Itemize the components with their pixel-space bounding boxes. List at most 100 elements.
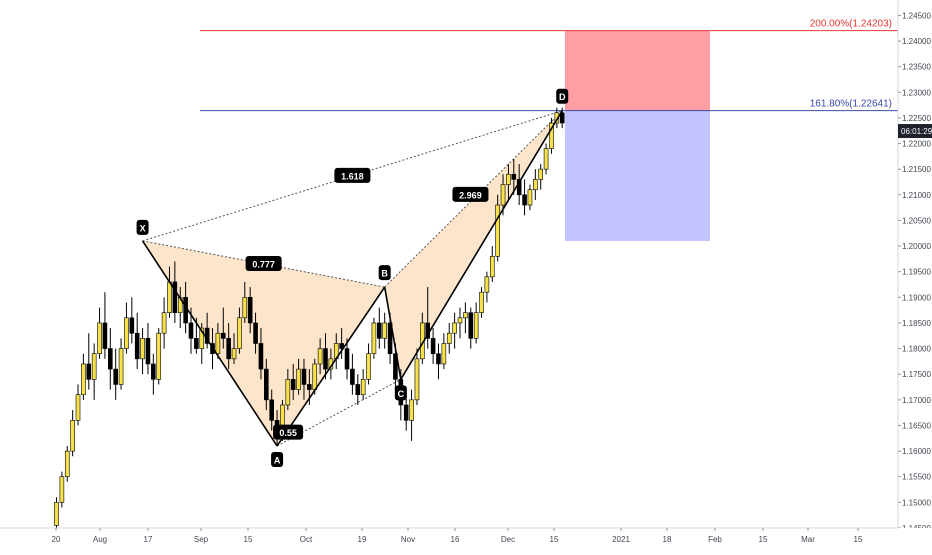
candle-body [258, 343, 264, 370]
candle-body [151, 363, 156, 380]
pattern-leg-bc [383, 286, 402, 380]
candle-body [441, 343, 447, 365]
price-tick-label: 1.20500 [902, 216, 931, 225]
candle-body [161, 312, 167, 334]
candle-body [414, 358, 420, 401]
time-tick-label: 17 [144, 535, 153, 544]
pattern-point-label: D [559, 92, 566, 102]
candle-body [124, 317, 129, 349]
price-tick-label: 1.15000 [902, 498, 931, 507]
price-tick-label: 1.17500 [902, 370, 931, 379]
time-tick-label: Aug [93, 535, 107, 544]
candle-body [344, 348, 350, 370]
time-tick-label: 15 [854, 535, 863, 544]
price-tick-label: 1.24500 [902, 11, 931, 20]
candle-body [500, 184, 506, 206]
pattern-point-label: A [274, 455, 281, 465]
candle-body [489, 256, 495, 278]
candle-body [64, 450, 70, 478]
candle-body [54, 502, 59, 526]
candle-body [156, 332, 162, 380]
pattern-point-label: C [398, 389, 405, 399]
candle-body [403, 404, 409, 421]
stop-loss-zone [565, 30, 710, 111]
level-label: 161.80%(1.22641) [810, 99, 892, 110]
candle-body [194, 338, 199, 349]
candle-body [296, 368, 301, 390]
candle-body [457, 317, 463, 324]
candle-body [86, 363, 92, 380]
price-tick-label: 1.16000 [902, 447, 931, 456]
candle-body [220, 332, 226, 339]
ratio-label: 0.55 [279, 428, 297, 438]
candle-body [522, 194, 527, 206]
candle-body [285, 379, 291, 406]
candle-body [409, 399, 414, 421]
ratio-label-box [334, 167, 371, 183]
candle-body [108, 348, 113, 370]
candle-body [495, 204, 500, 257]
candle-body [436, 353, 441, 365]
price-tick-label: 1.23000 [902, 88, 931, 97]
price-tick-label: 1.21500 [902, 165, 931, 174]
ratio-label: 0.777 [252, 260, 275, 270]
ratio-label-box [273, 424, 304, 440]
pattern-leg-ab [276, 286, 386, 447]
price-tick-label: 1.20000 [902, 242, 931, 251]
time-tick-label: 20 [52, 535, 61, 544]
price-tick-label: 1.19500 [902, 268, 931, 277]
candle-body [172, 281, 178, 313]
candle-body [506, 173, 511, 185]
candle-body [290, 379, 296, 390]
candle-body [199, 327, 205, 349]
time-tick-label: 18 [663, 535, 672, 544]
candle-body [97, 322, 102, 355]
price-tick-label: 1.23500 [902, 63, 931, 72]
candle-body [452, 322, 457, 334]
candle-body [81, 363, 86, 396]
candle-body [301, 368, 307, 385]
candle-body [70, 420, 75, 452]
candle-body [215, 332, 221, 355]
pattern-fill-xab [142, 240, 385, 446]
pattern-fill-bcd [384, 110, 563, 380]
candle-body [371, 322, 377, 355]
pattern-point-box [378, 265, 391, 281]
candle-body [339, 343, 344, 349]
pattern-point-box [271, 451, 284, 467]
candle-body [118, 348, 124, 385]
take-profit-zone [565, 110, 710, 241]
candle-body [188, 322, 194, 339]
time-tick-label: Sep [194, 535, 209, 544]
candle-body [393, 353, 398, 380]
candle-body [253, 322, 258, 344]
price-axis-background [898, 0, 932, 550]
candle-body [75, 394, 81, 421]
candle-body [376, 322, 382, 339]
candle-body [140, 338, 145, 360]
candle-body [479, 291, 484, 313]
candle-body [237, 317, 242, 349]
candle-body [430, 338, 436, 355]
candle-body [129, 317, 135, 334]
price-tick-label: 1.19000 [902, 293, 931, 302]
time-tick-label: 15 [759, 535, 768, 544]
candle-body [559, 112, 565, 124]
ratio-line-ac [276, 378, 402, 447]
time-tick-label: 15 [550, 535, 559, 544]
ratio-label-box [245, 256, 282, 271]
price-tick-label: 1.21000 [902, 191, 931, 200]
candle-body [312, 363, 318, 390]
ratio-line-xd [142, 110, 563, 242]
price-tick-label: 1.22000 [902, 140, 931, 149]
candle-body [511, 173, 517, 180]
candle-body [382, 322, 387, 339]
candle-body [446, 332, 452, 344]
candle-body [468, 312, 474, 339]
candle-body [355, 384, 361, 396]
candle-body [134, 332, 140, 360]
current-price-marker [898, 124, 932, 139]
candle-body [473, 312, 479, 339]
